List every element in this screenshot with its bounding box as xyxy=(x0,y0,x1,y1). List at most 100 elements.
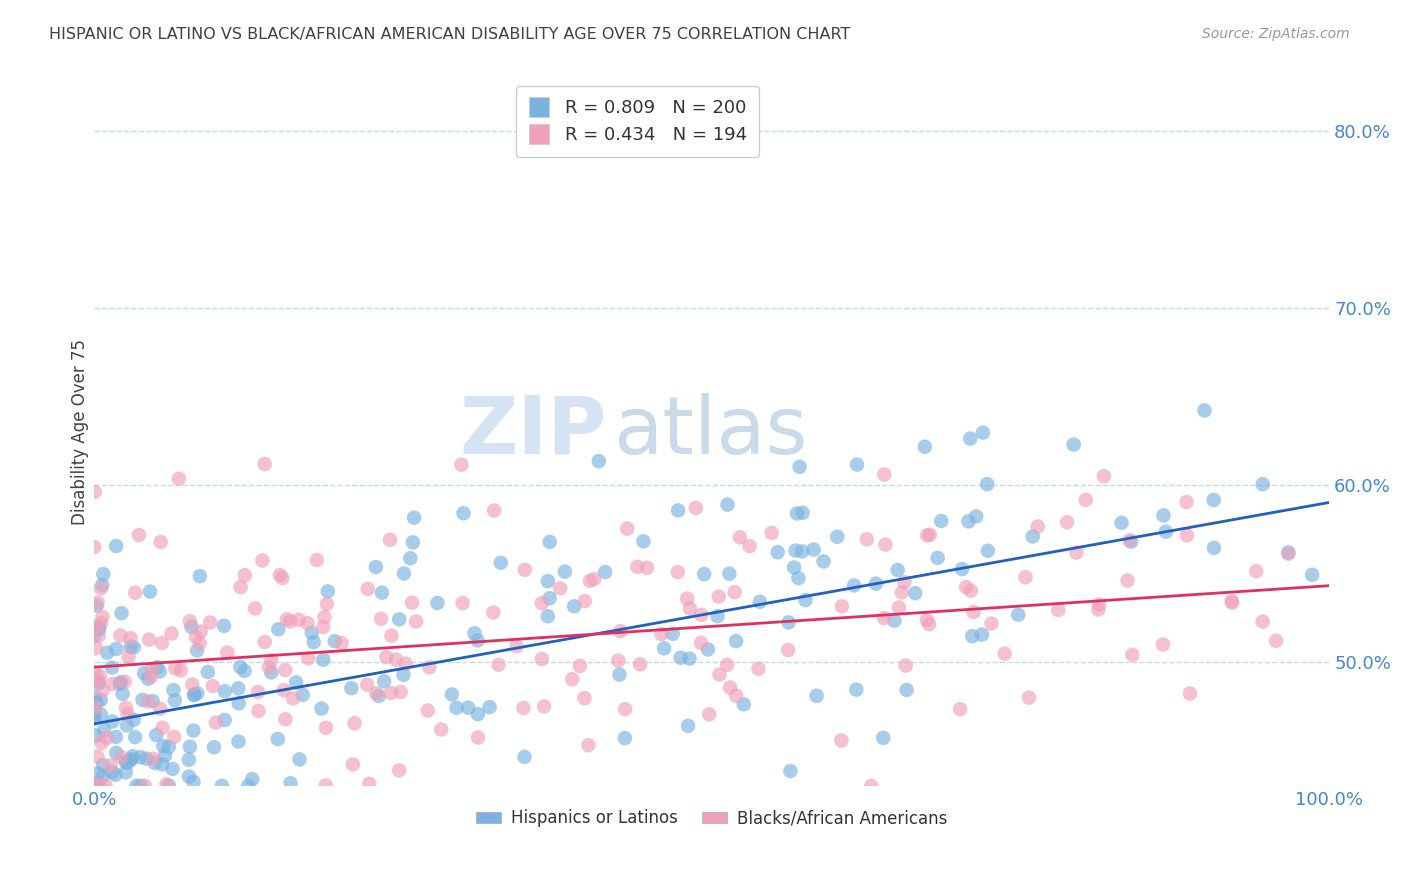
Hispanics or Latinos xyxy=(323,634,346,648)
Blacks/African Americans xyxy=(139,670,162,684)
Blacks/African Americans xyxy=(204,715,226,730)
Blacks/African Americans xyxy=(685,500,707,515)
Hispanics or Latinos xyxy=(846,458,869,472)
Blacks/African Americans xyxy=(666,565,689,579)
Blacks/African Americans xyxy=(530,596,553,610)
Hispanics or Latinos xyxy=(538,591,561,606)
Blacks/African Americans xyxy=(90,581,112,595)
Blacks/African Americans xyxy=(91,683,114,698)
Blacks/African Americans xyxy=(548,582,571,596)
Blacks/African Americans xyxy=(253,635,276,649)
Blacks/African Americans xyxy=(1175,495,1198,509)
Hispanics or Latinos xyxy=(152,739,174,753)
Blacks/African Americans xyxy=(1092,469,1115,483)
Blacks/African Americans xyxy=(370,612,392,626)
Blacks/African Americans xyxy=(561,672,583,686)
Blacks/African Americans xyxy=(915,528,938,542)
Blacks/African Americans xyxy=(274,663,297,677)
Hispanics or Latinos xyxy=(392,668,415,682)
Blacks/African Americans xyxy=(201,679,224,693)
Blacks/African Americans xyxy=(247,685,270,699)
Blacks/African Americans xyxy=(430,723,453,737)
Hispanics or Latinos xyxy=(131,693,153,707)
Blacks/African Americans xyxy=(1265,633,1288,648)
Blacks/African Americans xyxy=(271,571,294,585)
Blacks/African Americans xyxy=(288,613,311,627)
Hispanics or Latinos xyxy=(787,571,810,585)
Blacks/African Americans xyxy=(893,575,915,590)
Blacks/African Americans xyxy=(855,533,877,547)
Hispanics or Latinos xyxy=(467,707,489,722)
Hispanics or Latinos xyxy=(426,596,449,610)
Hispanics or Latinos xyxy=(825,530,848,544)
Blacks/African Americans xyxy=(167,472,190,486)
Blacks/African Americans xyxy=(1175,528,1198,542)
Hispanics or Latinos xyxy=(143,756,166,770)
Hispanics or Latinos xyxy=(104,730,127,744)
Hispanics or Latinos xyxy=(115,718,138,732)
Text: atlas: atlas xyxy=(613,392,807,471)
Hispanics or Latinos xyxy=(162,683,184,698)
Hispanics or Latinos xyxy=(240,772,263,787)
Hispanics or Latinos xyxy=(896,682,918,697)
Blacks/African Americans xyxy=(707,590,730,604)
Hispanics or Latinos xyxy=(163,693,186,707)
Blacks/African Americans xyxy=(1178,686,1201,700)
Blacks/African Americans xyxy=(128,528,150,542)
Blacks/African Americans xyxy=(690,607,713,622)
Hispanics or Latinos xyxy=(110,606,132,620)
Blacks/African Americans xyxy=(84,700,107,714)
Blacks/African Americans xyxy=(512,701,534,715)
Text: Source: ZipAtlas.com: Source: ZipAtlas.com xyxy=(1202,27,1350,41)
Hispanics or Latinos xyxy=(340,681,363,696)
Hispanics or Latinos xyxy=(83,712,105,726)
Hispanics or Latinos xyxy=(865,576,887,591)
Hispanics or Latinos xyxy=(228,697,250,711)
Blacks/African Americans xyxy=(100,758,122,772)
Blacks/African Americans xyxy=(679,601,702,615)
Hispanics or Latinos xyxy=(806,689,828,703)
Hispanics or Latinos xyxy=(267,732,290,747)
Blacks/African Americans xyxy=(343,716,366,731)
Blacks/African Americans xyxy=(778,643,800,657)
Blacks/African Americans xyxy=(170,664,193,678)
Hispanics or Latinos xyxy=(132,666,155,681)
Hispanics or Latinos xyxy=(914,440,936,454)
Hispanics or Latinos xyxy=(285,675,308,690)
Blacks/African Americans xyxy=(120,631,142,645)
Hispanics or Latinos xyxy=(706,609,728,624)
Blacks/African Americans xyxy=(142,662,165,676)
Blacks/African Americans xyxy=(1277,547,1299,561)
Hispanics or Latinos xyxy=(609,667,631,681)
Hispanics or Latinos xyxy=(233,664,256,678)
Hispanics or Latinos xyxy=(105,642,128,657)
Blacks/African Americans xyxy=(150,636,173,650)
Hispanics or Latinos xyxy=(288,752,311,766)
Hispanics or Latinos xyxy=(786,507,808,521)
Blacks/African Americans xyxy=(114,674,136,689)
Hispanics or Latinos xyxy=(845,682,868,697)
Blacks/African Americans xyxy=(616,522,638,536)
Hispanics or Latinos xyxy=(652,641,675,656)
Hispanics or Latinos xyxy=(440,688,463,702)
Blacks/African Americans xyxy=(416,704,439,718)
Blacks/African Americans xyxy=(86,749,108,764)
Hispanics or Latinos xyxy=(301,626,323,640)
Hispanics or Latinos xyxy=(129,750,152,764)
Blacks/African Americans xyxy=(1121,648,1143,662)
Hispanics or Latinos xyxy=(399,551,422,566)
Blacks/African Americans xyxy=(243,601,266,615)
Blacks/African Americans xyxy=(359,777,381,791)
Hispanics or Latinos xyxy=(91,567,114,582)
Hispanics or Latinos xyxy=(83,629,105,643)
Blacks/African Americans xyxy=(918,528,941,542)
Hispanics or Latinos xyxy=(115,756,138,770)
Blacks/African Americans xyxy=(450,458,472,472)
Blacks/African Americans xyxy=(380,686,402,700)
Hispanics or Latinos xyxy=(593,565,616,579)
Blacks/African Americans xyxy=(91,610,114,624)
Blacks/African Americans xyxy=(312,620,335,634)
Hispanics or Latinos xyxy=(872,731,894,745)
Hispanics or Latinos xyxy=(661,627,683,641)
Blacks/African Americans xyxy=(1251,615,1274,629)
